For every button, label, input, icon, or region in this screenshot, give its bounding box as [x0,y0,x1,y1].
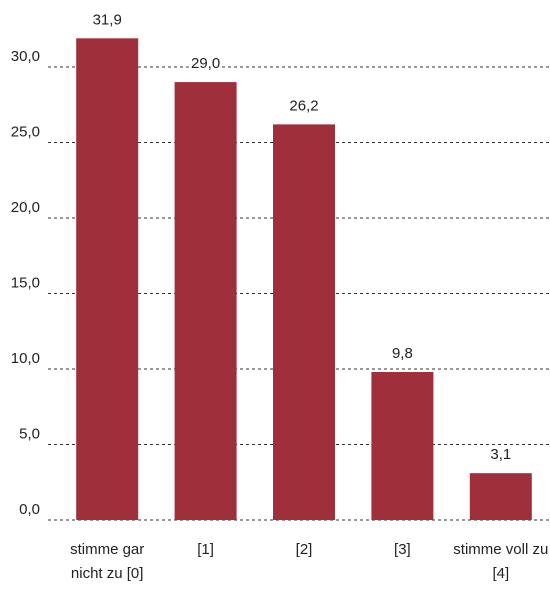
y-tick-label: 30,0 [11,48,40,65]
x-tick-label: stimme voll zu [4] [453,541,549,582]
bar [76,38,139,521]
value-label: 9,8 [392,345,413,362]
bar [273,124,335,520]
value-label: 3,1 [490,446,511,463]
y-tick-label: 5,0 [19,425,40,442]
bar [469,473,532,520]
y-tick-label: 20,0 [11,199,40,216]
value-label: 31,9 [93,11,122,28]
y-tick-label: 25,0 [11,123,40,140]
bar [371,372,434,520]
x-tick-label: [1] [197,541,214,558]
value-label: 26,2 [289,97,318,114]
y-tick-label: 0,0 [19,501,40,518]
x-tick-label: [3] [394,541,411,558]
y-tick-label: 10,0 [11,350,40,367]
x-tick-label: stimme gar nicht zu [0] [70,541,145,582]
y-tick-label: 15,0 [11,274,40,291]
x-tick-label: [2] [295,541,313,558]
value-label: 29,0 [191,55,220,72]
bar [174,82,237,520]
